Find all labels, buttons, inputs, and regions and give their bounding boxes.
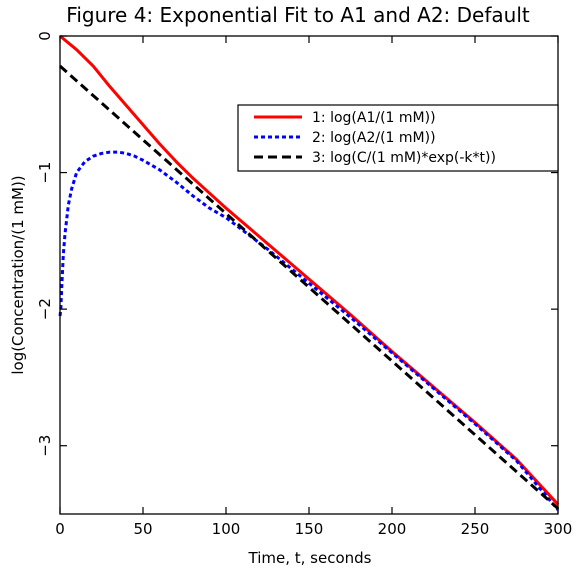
legend-label-1: 1: log(A1/(1 mM)) — [312, 110, 436, 126]
plot-series — [58, 34, 560, 511]
x-tick-label: 100 — [212, 520, 241, 538]
legend-label-3: 3: log(C/(1 mM)*exp(-k*t)) — [312, 150, 496, 166]
y-axis-ticks: 0 −1 −2 −3 — [36, 31, 558, 457]
x-axis-ticks: 0 50 100 150 200 250 300 — [55, 36, 572, 538]
x-tick-label: 250 — [461, 520, 490, 538]
x-tick-label: 0 — [55, 520, 65, 538]
y-tick-label: 0 — [36, 31, 54, 41]
x-tick-label: 50 — [133, 520, 152, 538]
y-tick-label: −2 — [36, 298, 54, 320]
y-axis-label: log(Concentration/(1 mM)) — [9, 175, 27, 374]
x-tick-label: 200 — [378, 520, 407, 538]
legend-label-2: 2: log(A2/(1 mM)) — [312, 130, 436, 146]
x-tick-label: 300 — [544, 520, 573, 538]
x-tick-label: 150 — [295, 520, 324, 538]
series-line-2 — [58, 150, 560, 511]
x-axis-label: Time, t, seconds — [248, 549, 372, 567]
y-tick-label: −1 — [36, 162, 54, 184]
legend: 1: log(A1/(1 mM)) 2: log(A2/(1 mM)) 3: log… — [237, 104, 559, 172]
y-tick-label: −3 — [36, 435, 54, 457]
chart-title: Figure 4: Exponential Fit to A1 and A2: … — [66, 3, 530, 27]
